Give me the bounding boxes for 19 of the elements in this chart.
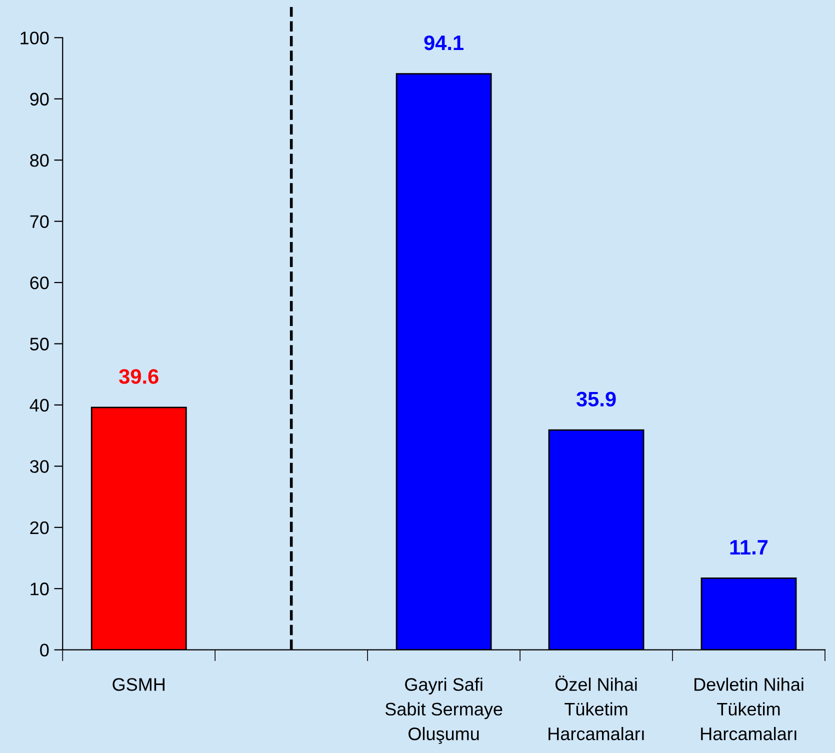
x-tick-label: GSMH	[112, 678, 164, 691]
y-tick-label: 20	[30, 521, 49, 534]
x-tick-label: Gayri Safi Sabit Sermaye Oluşumu	[385, 678, 502, 744]
data-label: 94.1	[424, 35, 464, 50]
y-tick-label: 70	[30, 215, 49, 228]
data-label: 11.7	[730, 540, 768, 554]
y-tick-label: 0	[40, 644, 49, 657]
x-tick-label: Özel Nihai Tüketim Harcamaları	[548, 676, 644, 740]
data-label: 39.6	[119, 369, 158, 384]
data-label: 35.9	[576, 392, 616, 407]
y-tick-label: 90	[30, 92, 49, 106]
y-tick-label: 50	[30, 338, 49, 350]
y-tick-label: 10	[30, 582, 49, 596]
y-tick-label: 30	[30, 460, 49, 473]
x-tick-label: Devletin Nihai Tüketim Harcamaları	[694, 678, 804, 740]
y-tick-label: 40	[30, 398, 49, 412]
y-tick-label: 80	[30, 154, 49, 167]
y-tick-label: 60	[30, 276, 49, 290]
y-tick-label: 100	[20, 32, 49, 44]
